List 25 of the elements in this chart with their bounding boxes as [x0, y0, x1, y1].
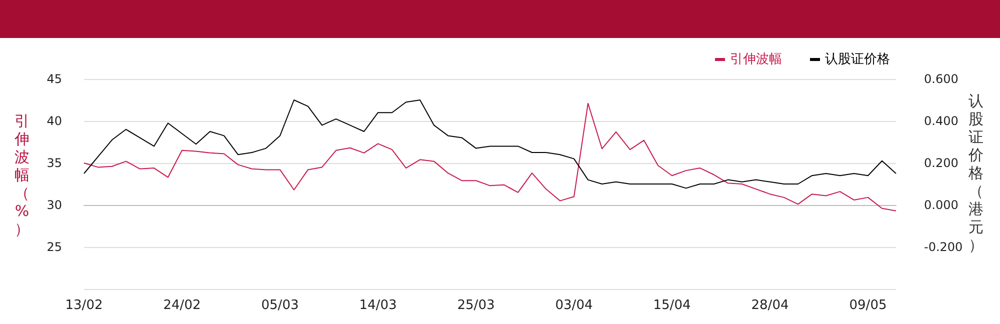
y2-tick-label: 0.400 — [924, 114, 958, 128]
y-tick-label: 35 — [46, 156, 62, 170]
x-tick-label: 13/02 — [65, 298, 103, 313]
text: 认股证价格（港元） — [968, 92, 984, 254]
x-tick-label: 03/04 — [555, 298, 593, 313]
line-series — [84, 100, 896, 189]
x-tick-label: 24/02 — [163, 298, 201, 313]
y2-tick-label: 0.600 — [924, 72, 958, 86]
x-tick-label: 14/03 — [359, 298, 397, 313]
y2-tick-label: 0.200 — [924, 156, 958, 170]
y-axis-title: 引伸波幅（%） — [14, 112, 30, 238]
line-series — [84, 102, 896, 212]
legend-label: 认股证价格 — [825, 52, 890, 67]
x-tick-label: 15/04 — [653, 298, 691, 313]
x-tick-label: 25/03 — [457, 298, 495, 313]
x-tick-label: 05/03 — [261, 298, 299, 313]
y-tick-label: 25 — [46, 240, 62, 254]
legend-label: 引伸波幅 — [730, 52, 782, 67]
y-tick-label: 30 — [46, 198, 62, 212]
y2-tick-label: 0.000 — [924, 198, 958, 212]
y2-tick-label: -0.200 — [924, 240, 963, 254]
x-tick-label: 09/05 — [849, 298, 887, 313]
y-tick-label: 45 — [46, 72, 62, 86]
y-tick-label: 40 — [46, 114, 62, 128]
x-tick-label: 28/04 — [751, 298, 789, 313]
